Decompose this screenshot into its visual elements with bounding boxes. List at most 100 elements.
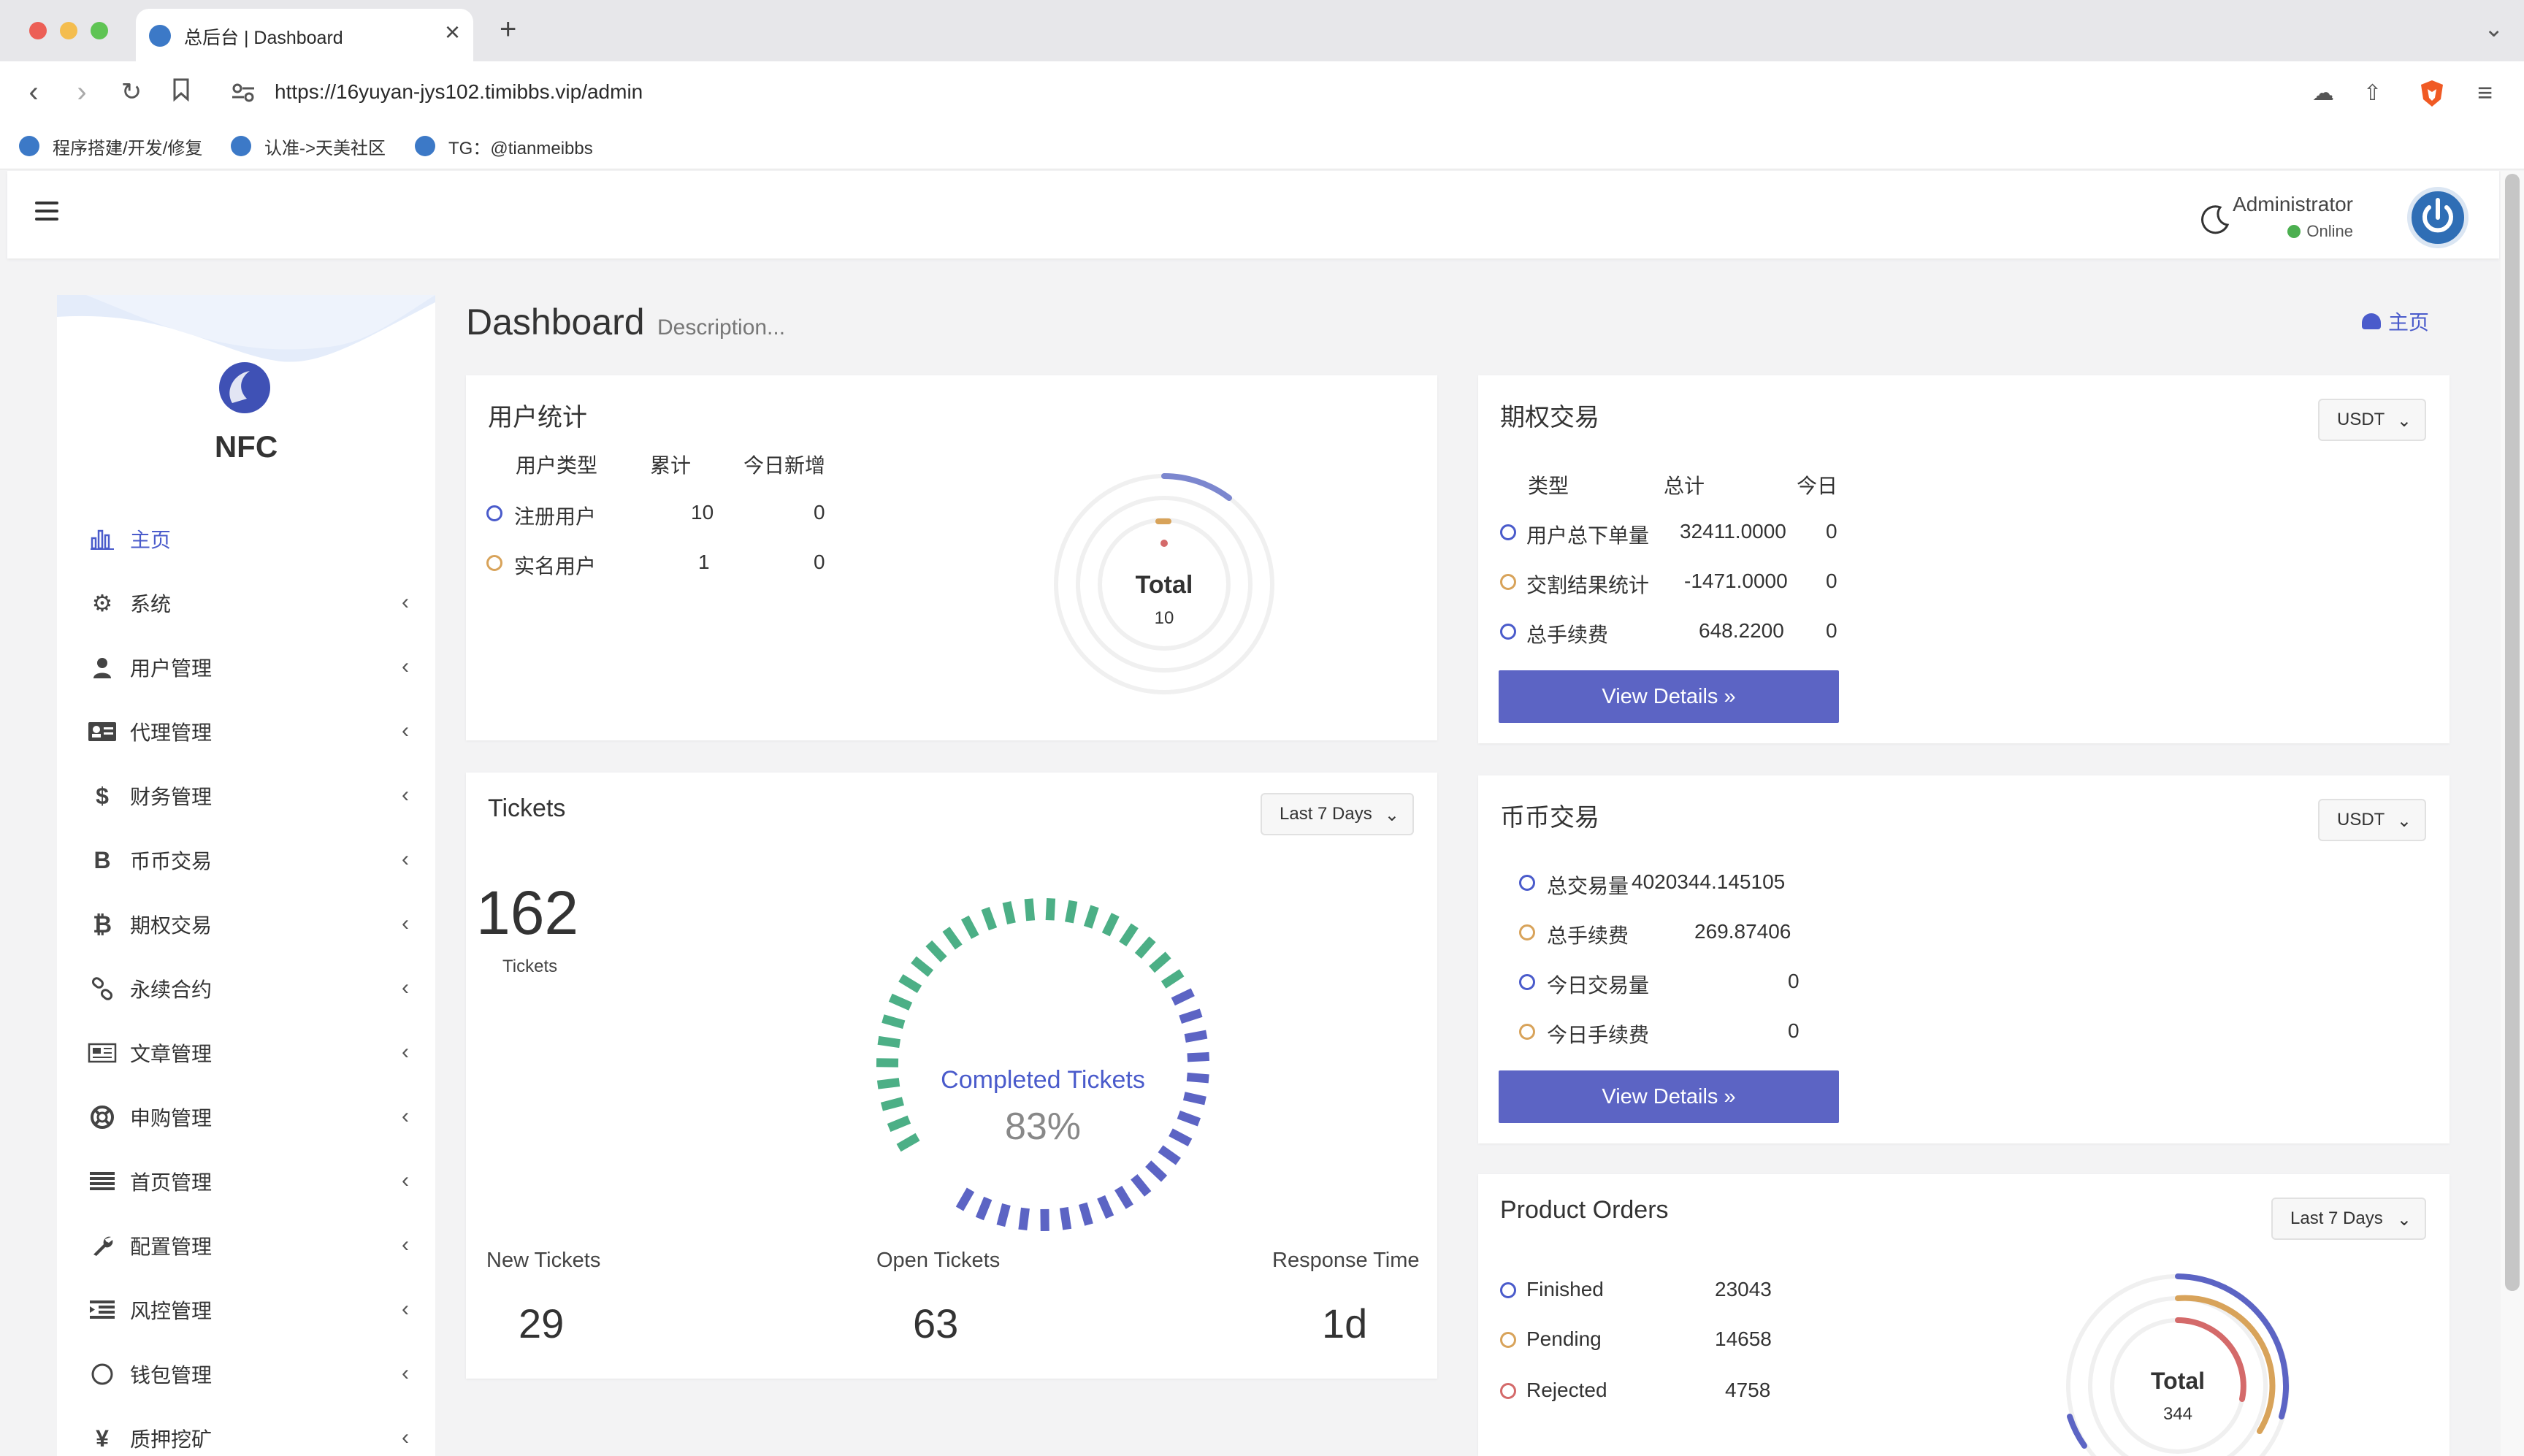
browser-tab[interactable]: 总后台 | Dashboard × — [136, 9, 473, 61]
view-details-button[interactable]: View Details » — [1499, 670, 1839, 723]
reload-button[interactable]: ↻ — [121, 78, 142, 106]
user-status-label: Online — [2306, 222, 2353, 240]
dark-mode-moon-icon[interactable] — [2198, 203, 2232, 237]
legend-ring-icon — [486, 505, 502, 521]
site-info-icon[interactable] — [231, 82, 256, 104]
sidebar-item-config[interactable]: 配置管理 ‹ — [88, 1224, 409, 1268]
sidebar-item-label: 系统 — [130, 593, 172, 616]
cloud-icon[interactable]: ☁ — [2312, 81, 2334, 105]
gauge-segment — [1186, 1072, 1209, 1084]
view-details-button[interactable]: View Details » — [1499, 1070, 1839, 1123]
table-cell: 0 — [1826, 619, 1837, 642]
table-cell: 10 — [691, 501, 714, 524]
gauge-segment — [1134, 936, 1156, 959]
sidebar-item-wallet[interactable]: 钱包管理 ‹ — [88, 1352, 409, 1396]
share-icon[interactable]: ⇧ — [2363, 81, 2382, 105]
sidebar-item-label: 首页管理 — [130, 1171, 213, 1194]
user-icon — [88, 653, 117, 682]
currency-select[interactable]: USDT ⌄ — [2318, 399, 2426, 441]
sidebar-item-homepage[interactable]: 首页管理 ‹ — [88, 1160, 409, 1203]
bookmark-item[interactable]: 认准->天美社区 — [231, 133, 386, 159]
stat-label: Response Time — [1272, 1249, 1420, 1272]
sidebar-item-perpetual[interactable]: 永续合约 ‹ — [88, 967, 409, 1011]
gauge-segment — [1169, 1128, 1193, 1147]
gauge-segment — [996, 1203, 1011, 1227]
table-cell: 实名用户 — [514, 555, 597, 578]
legend-ring-icon — [1519, 924, 1535, 940]
chevron-left-icon: ‹ — [402, 1361, 409, 1385]
gauge-segment — [1002, 901, 1016, 925]
chevron-left-icon: ‹ — [402, 590, 409, 614]
browser-menu-icon[interactable]: ≡ — [2477, 77, 2493, 107]
close-window-button[interactable] — [29, 22, 47, 39]
completed-tickets-gauge: Completed Tickets 83% — [876, 897, 1210, 1232]
gauge-segment — [1149, 951, 1171, 973]
bookmarks-bar: 程序搭建/开发/修复 认准->天美社区 TG：@tianmeibbs — [0, 124, 2524, 169]
sidebar-item-label: 代理管理 — [130, 721, 213, 744]
sidebar-item-label: 风控管理 — [130, 1300, 213, 1322]
bookmark-item[interactable]: 程序搭建/开发/修复 — [19, 133, 202, 159]
column-header: 今日 — [1797, 475, 1838, 497]
legend-ring-icon — [1500, 1383, 1516, 1399]
sidebar-item-system[interactable]: ⚙ 系统 ‹ — [88, 581, 409, 625]
chevron-down-icon: ⌄ — [2396, 1210, 2412, 1230]
bookmark-item[interactable]: TG：@tianmeibbs — [415, 133, 593, 159]
gauge-segment — [1018, 1207, 1030, 1231]
spot-trading-card: 币币交易 USDT ⌄ 总交易量 4020344.145105 总手续费 269… — [1478, 775, 2450, 1143]
table-cell: 0 — [1826, 520, 1837, 543]
bookmark-icon — [173, 78, 189, 102]
gauge-segment — [1024, 898, 1036, 922]
power-button[interactable] — [2407, 187, 2468, 248]
sidebar-item-subscription[interactable]: 申购管理 ‹ — [88, 1095, 409, 1139]
sidebar-item-risk[interactable]: 风控管理 ‹ — [88, 1288, 409, 1332]
dollar-icon: $ — [96, 782, 109, 809]
legend-ring-icon — [1500, 574, 1516, 590]
maximize-window-button[interactable] — [91, 22, 108, 39]
stat-label: Open Tickets — [876, 1249, 1001, 1272]
back-button[interactable]: ‹ — [28, 76, 39, 108]
date-range-select[interactable]: Last 7 Days ⌄ — [1261, 793, 1414, 835]
sidebar-item-staking[interactable]: ¥ 质押挖矿 ‹ — [88, 1417, 409, 1456]
gear-icon: ⚙ — [91, 590, 113, 616]
sidebar-item-agents[interactable]: 代理管理 ‹ — [88, 710, 409, 754]
gauge-segment — [1145, 1160, 1168, 1182]
table-cell: 注册用户 — [514, 505, 597, 528]
scrollbar-thumb[interactable] — [2505, 174, 2520, 1291]
forward-button[interactable]: › — [77, 76, 87, 108]
chevron-left-icon: ‹ — [402, 976, 409, 1000]
sidebar-item-finance[interactable]: $ 财务管理 ‹ — [88, 774, 409, 818]
sidebar-item-articles[interactable]: 文章管理 ‹ — [88, 1031, 409, 1075]
sidebar-item-users[interactable]: 用户管理 ‹ — [88, 645, 409, 689]
gauge-segment — [975, 1196, 993, 1221]
legend-ring-icon — [1519, 1024, 1535, 1040]
gauge-segment — [1131, 1173, 1152, 1197]
breadcrumb[interactable]: 主页 — [2362, 307, 2429, 336]
chevron-down-icon: ⌄ — [1384, 805, 1399, 825]
stat-row-value: 269.87406 — [1694, 920, 1791, 943]
gauge-value: 83% — [1005, 1106, 1081, 1148]
bar-chart-icon — [88, 524, 117, 553]
bookmark-button[interactable] — [164, 74, 199, 110]
date-range-select[interactable]: Last 7 Days ⌄ — [2271, 1198, 2426, 1240]
brave-shield-icon[interactable] — [2419, 79, 2445, 108]
table-cell: 交割结果统计 — [1526, 574, 1650, 597]
browser-tab-strip: 总后台 | Dashboard × + ⌄ — [0, 0, 2524, 61]
close-tab-icon[interactable]: × — [444, 17, 460, 47]
tickets-card: Tickets Last 7 Days ⌄ 162 Tickets Comple… — [466, 773, 1437, 1379]
bookmark-label: 认准->天美社区 — [264, 138, 386, 158]
address-bar[interactable]: https://16yuyan-jys102.timibbs.vip/admin — [216, 73, 2414, 112]
menu-toggle-icon[interactable] — [35, 202, 58, 221]
donut-value: 10 — [1155, 608, 1174, 628]
legend-ring-icon — [1500, 524, 1516, 540]
minimize-window-button[interactable] — [60, 22, 77, 39]
sidebar-item-home[interactable]: 主页 — [88, 517, 409, 561]
currency-select[interactable]: USDT ⌄ — [2318, 799, 2426, 841]
stat-label: New Tickets — [486, 1249, 601, 1272]
sidebar-item-options-trading[interactable]: ₿ 期权交易 ‹ — [88, 903, 409, 946]
user-stats-card: 用户统计 用户类型 累计 今日新增 注册用户 10 0 实名用户 1 0 Tot… — [466, 375, 1437, 740]
page-scrollbar[interactable] — [2501, 171, 2524, 1456]
tab-list-chevron-icon[interactable]: ⌄ — [2484, 15, 2504, 42]
new-tab-button[interactable]: + — [500, 13, 517, 45]
sidebar-item-label: 财务管理 — [130, 786, 213, 808]
sidebar-item-spot-trading[interactable]: B 币币交易 ‹ — [88, 838, 409, 882]
